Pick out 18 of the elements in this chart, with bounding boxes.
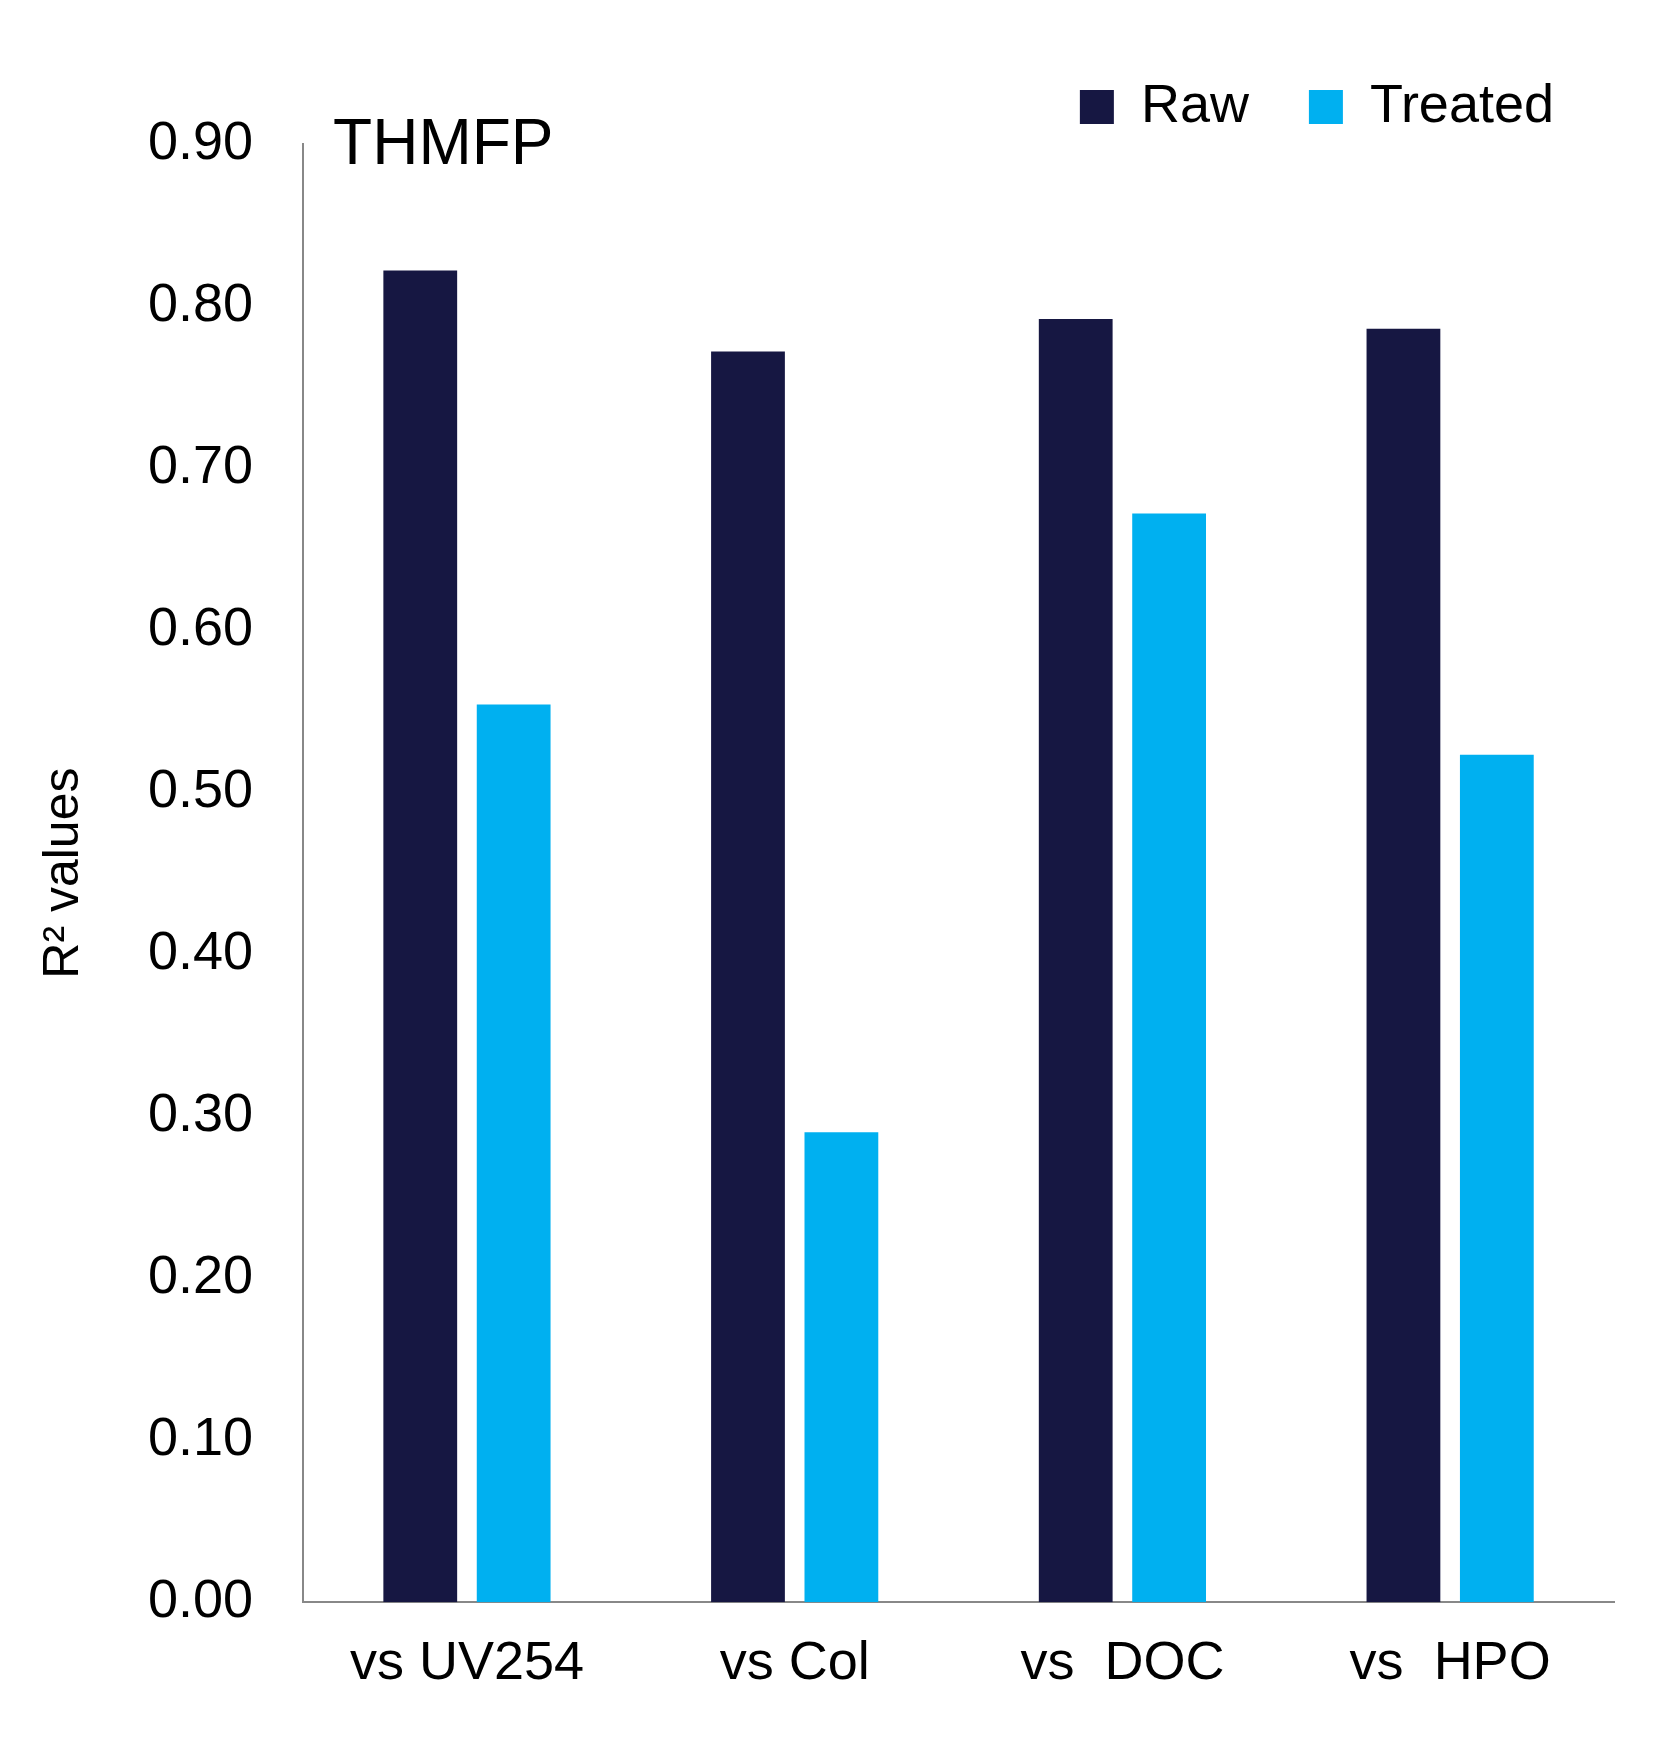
x-tick-label: vs DOC <box>1020 1630 1225 1691</box>
y-tick-label: 0.70 <box>147 433 254 494</box>
y-tick-label: 0.20 <box>147 1244 254 1305</box>
legend-label: Raw <box>1140 72 1250 133</box>
legend-label: Treated <box>1369 72 1555 133</box>
y-tick-label: 0.30 <box>147 1082 254 1143</box>
x-tick-label: vs HPO <box>1349 1630 1551 1691</box>
y-tick-label: 0.00 <box>147 1568 254 1629</box>
y-tick-label: 0.50 <box>147 757 254 818</box>
y-tick-label: 0.90 <box>147 109 254 170</box>
chart-title: THMFP <box>333 105 554 178</box>
y-tick-label: 0.40 <box>147 920 254 980</box>
y-tick-label: 0.10 <box>147 1406 254 1467</box>
y-tick-label: 0.80 <box>147 271 254 332</box>
x-tick-label: vs Col <box>719 1630 870 1691</box>
x-tick-label: vs UV254 <box>349 1630 585 1691</box>
y-axis-title: R² values <box>32 767 89 979</box>
y-tick-label: 0.60 <box>147 595 254 656</box>
